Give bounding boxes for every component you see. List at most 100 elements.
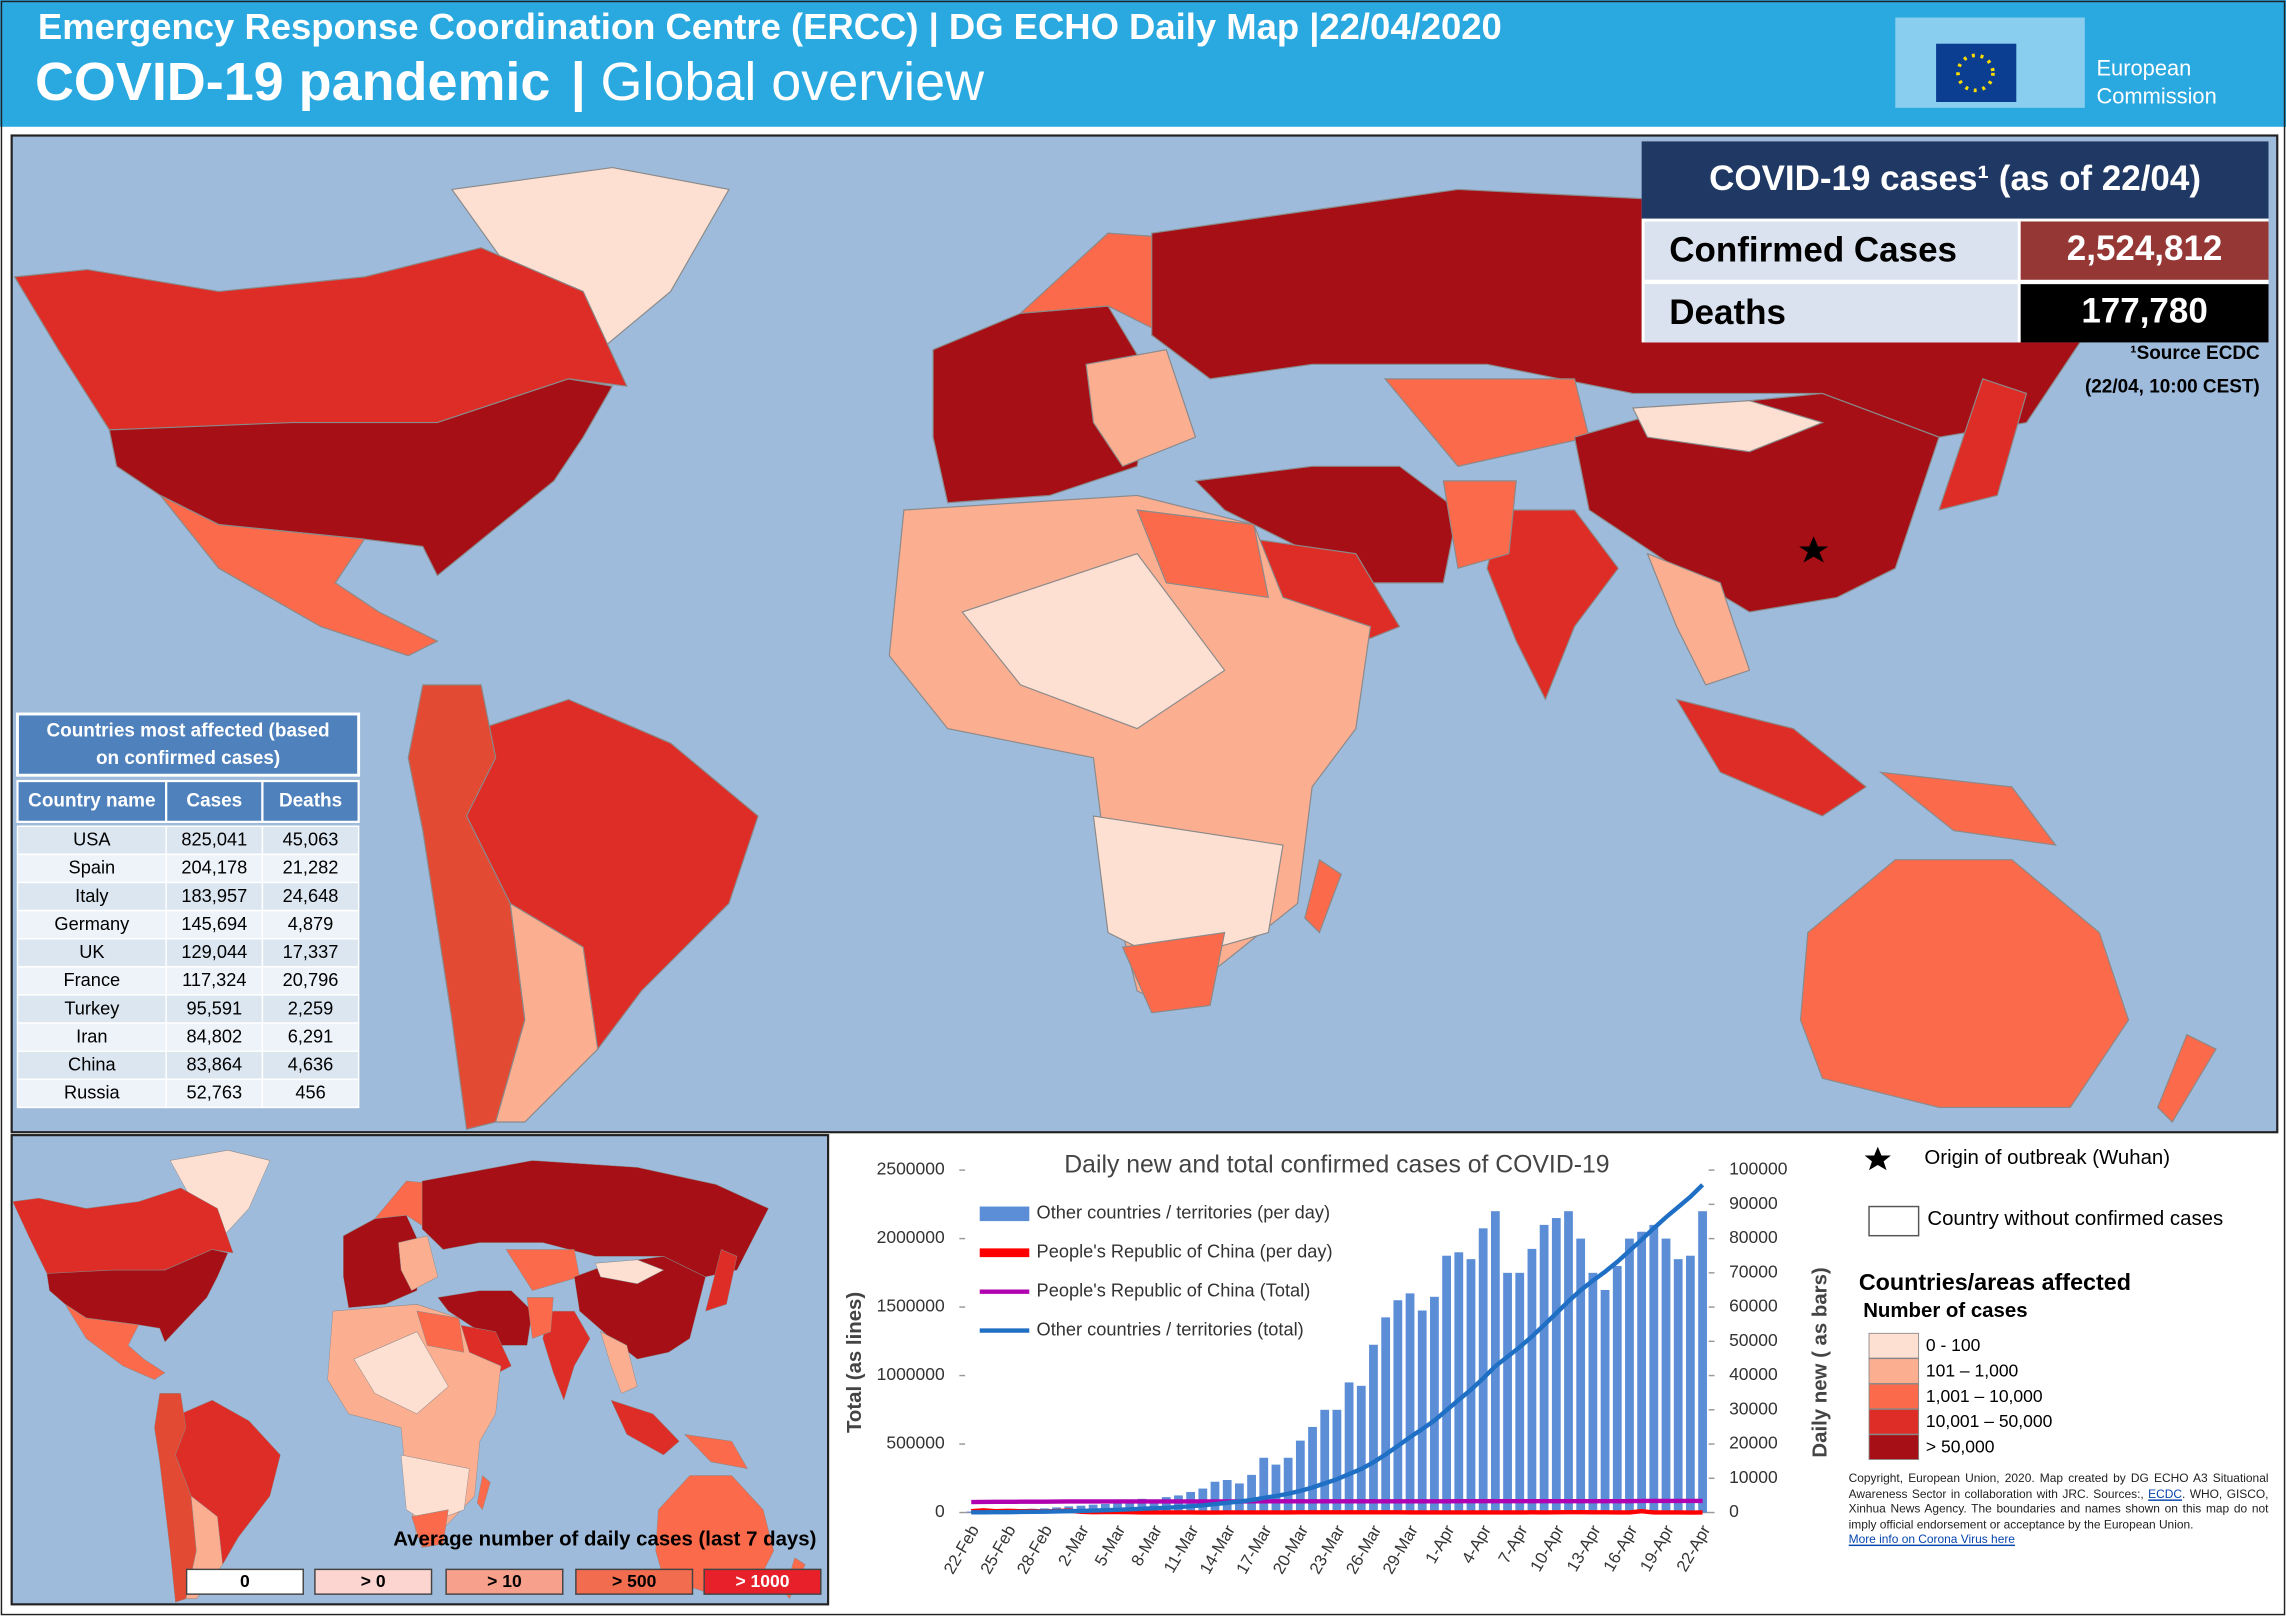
bar [1393,1300,1403,1513]
legend-star [1864,1146,1891,1171]
line [971,1183,1705,1515]
bar [1503,1272,1512,1513]
country-area [1136,509,1270,599]
country-area [1442,480,1517,570]
table-header: Cases [186,790,242,811]
bar [1247,1474,1256,1513]
bar [1320,1409,1330,1513]
table-cell [261,966,360,996]
summary-label: Deaths [1669,293,1786,332]
bar [1564,1211,1573,1513]
legend-subtitle: Number of cases [1863,1300,2027,1322]
legend-class-label: 0 - 100 [1926,1335,1981,1355]
table-cell [261,853,360,884]
table-cell [16,994,167,1024]
legend-swatch [1868,1408,1920,1435]
table-cell [261,937,360,968]
y2-tick-label: 30000 [1729,1398,1778,1418]
table-cell [165,909,264,940]
table-text: Germany [54,914,130,934]
bar [1588,1272,1598,1513]
minimap-legend-label: > 0 [361,1571,386,1591]
summary-label: Confirmed Cases [1669,230,1957,269]
y2-tick-label: 20000 [1729,1433,1778,1453]
bar [1551,1218,1561,1513]
summary-header [1641,141,2269,219]
minimap-legend-box [314,1568,433,1595]
table-title: on confirmed cases) [96,748,280,769]
country-area [494,902,599,1123]
table-text: 4,636 [288,1055,334,1075]
legend-label: Other countries / territories (per day) [1037,1203,1330,1223]
table-cell [165,881,264,912]
table-text: 2,259 [288,998,334,1018]
summary-value-cell [2020,221,2269,280]
logo-text: Commission [2096,83,2216,108]
minimap-legend-box [575,1568,694,1595]
bar [1149,1499,1159,1513]
y-tick-label: 0 [935,1501,945,1521]
country-area [1486,509,1620,701]
bar [1271,1464,1281,1513]
table-title-bg [16,712,361,777]
legend-class-label: 10,001 – 50,000 [1926,1411,2053,1431]
y-tick-label: 1000000 [877,1364,945,1384]
table-text: 129,044 [181,942,247,962]
table-cell [261,909,360,940]
table-text: 83,864 [186,1055,242,1075]
country-area [961,553,1226,730]
table-cell [16,1078,167,1109]
world-map [13,166,2217,1131]
ecdc-link[interactable]: ECDC [2148,1487,2183,1501]
minimap-legend-box [445,1568,564,1595]
country-area [1085,349,1197,468]
bar [1259,1457,1269,1513]
ec-logo: European Commission [1895,17,2217,108]
bar [1600,1289,1610,1513]
bar [1295,1440,1305,1513]
bar [1576,1238,1586,1513]
minimap-legend-label: 0 [240,1571,250,1591]
copyright-text: . WHO, GISCO, Xinhua News Agency. The bo… [1848,1487,2269,1532]
table-text: 117,324 [182,970,246,990]
bar [1539,1224,1549,1513]
table-text: 825,041 [181,830,247,850]
table-cell [16,909,167,940]
table-cell [261,825,360,856]
bar [1466,1259,1476,1513]
summary-title: COVID-19 cases¹ (as of 22/04) [1709,159,2201,198]
header-separator: | [571,52,586,113]
table-cell [165,1078,264,1109]
header-rest: Global overview [600,52,985,112]
source-note: (22/04, 10:00 CEST) [2085,377,2260,398]
table-cell [165,1022,264,1052]
y2-tick-label: 90000 [1729,1193,1778,1213]
minimap-legend-box [185,1568,304,1595]
table-text: Turkey [64,998,120,1018]
y-tick-label: 2500000 [877,1159,945,1179]
legend-swatch [1868,1383,1920,1410]
table-text: 456 [295,1083,325,1103]
wuhan-star [1799,536,1829,563]
bar [1356,1385,1366,1513]
bar [1649,1224,1659,1513]
table-text: Iran [76,1026,107,1046]
summary-value: 177,780 [2081,292,2207,331]
table-text: 145,694 [181,914,247,934]
bar [1174,1495,1183,1513]
y-axis-label: Total (as lines) [844,1292,866,1433]
summary-box: COVID-19 cases¹ (as of 22/04) Confirmed … [1641,141,2269,398]
legend-swatch [1868,1358,1920,1384]
more-info-link[interactable]: More info on Corona Virus here [1848,1533,2015,1547]
bar [1369,1344,1378,1513]
header-line2: COVID-19 pandemic | Global overview [35,52,985,113]
bar [1137,1498,1147,1513]
country-area [1121,931,1226,1014]
bar [1125,1500,1135,1513]
bar [1698,1211,1707,1513]
source-note: ¹Source ECDC [2130,343,2260,364]
table-text: 20,796 [283,970,339,990]
summary-label-cell [1644,221,2018,280]
